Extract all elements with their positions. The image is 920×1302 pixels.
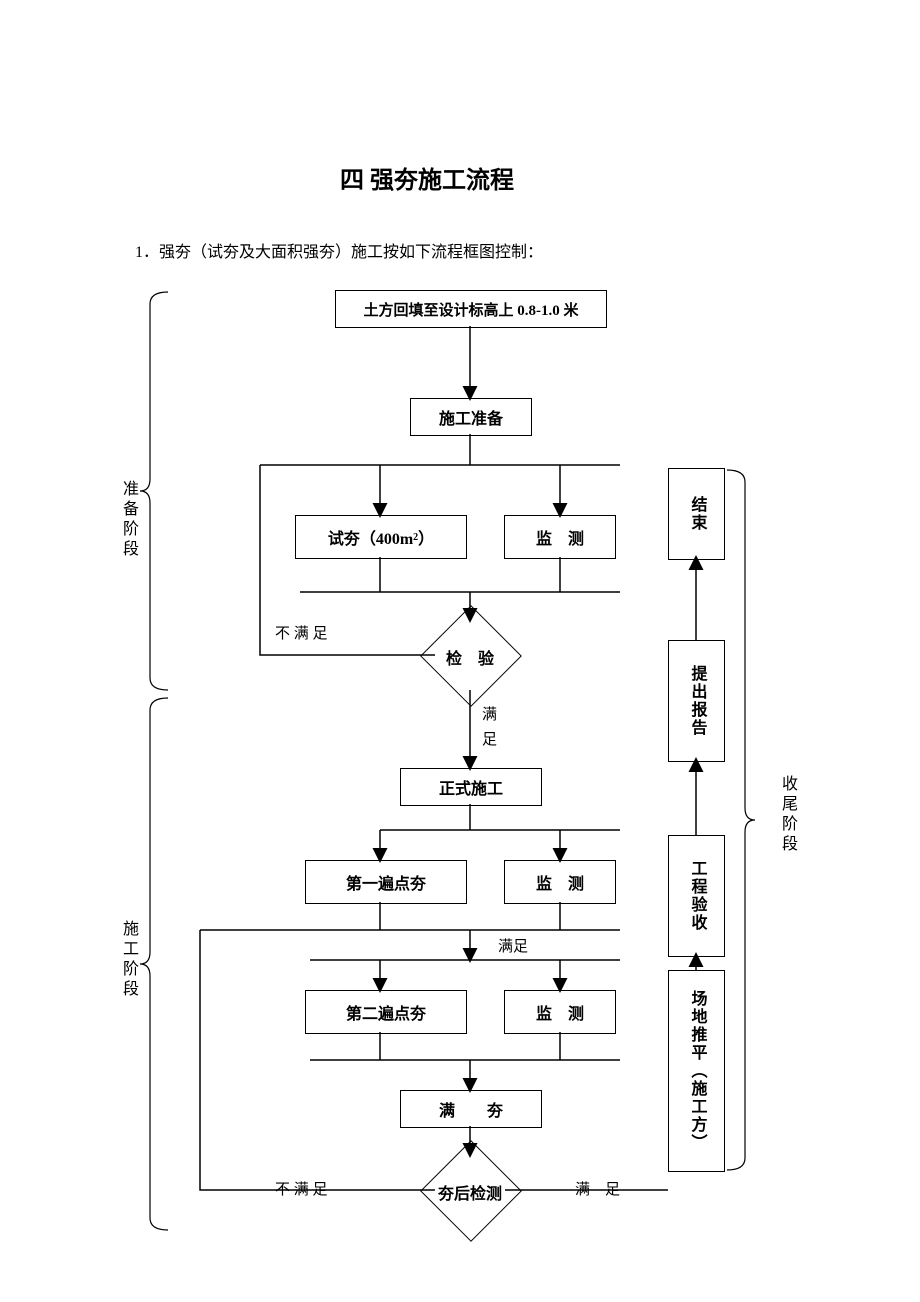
page: 四 强夯施工流程 1．强夯（试夯及大面积强夯）施工按如下流程框图控制： 土方回填… — [0, 0, 920, 1302]
node-post-test-diamond — [420, 1140, 522, 1242]
node-report: 提出报告 — [668, 640, 725, 762]
label-not-satisfy-1: 不 满 足 — [275, 622, 328, 643]
node-inspection-diamond — [420, 605, 522, 707]
page-subtitle: 1．强夯（试夯及大面积强夯）施工按如下流程框图控制： — [135, 238, 543, 262]
phase-prep: 准备阶段 — [116, 480, 140, 560]
node-monitor-2: 监 测 — [504, 860, 616, 904]
node-backfill: 土方回填至设计标高上 0.8-1.0 米 — [335, 290, 607, 328]
node-formal: 正式施工 — [400, 768, 542, 806]
node-end: 结束 — [668, 468, 725, 560]
phase-closeout: 收尾阶段 — [775, 775, 799, 855]
phase-construction: 施工阶段 — [116, 920, 140, 1000]
label-satisfy-2: 满足 — [498, 935, 528, 956]
node-site-level: 场地推平（施工方） — [668, 970, 725, 1172]
label-satisfy-1a: 满 — [482, 703, 497, 724]
node-pass1: 第一遍点夯 — [305, 860, 467, 904]
node-monitor-1: 监 测 — [504, 515, 616, 559]
node-trial-tamp: 试夯（400m2） — [295, 515, 467, 559]
node-acceptance: 工程验收 — [668, 835, 725, 957]
node-monitor-3: 监 测 — [504, 990, 616, 1034]
node-full-tamp: 满 夯 — [400, 1090, 542, 1128]
node-pass2: 第二遍点夯 — [305, 990, 467, 1034]
label-not-satisfy-3: 不 满 足 — [275, 1178, 328, 1199]
label-satisfy-3: 满 足 — [575, 1178, 620, 1199]
node-prep: 施工准备 — [410, 398, 532, 436]
page-title: 四 强夯施工流程 — [340, 160, 514, 195]
label-satisfy-1b: 足 — [482, 728, 497, 749]
